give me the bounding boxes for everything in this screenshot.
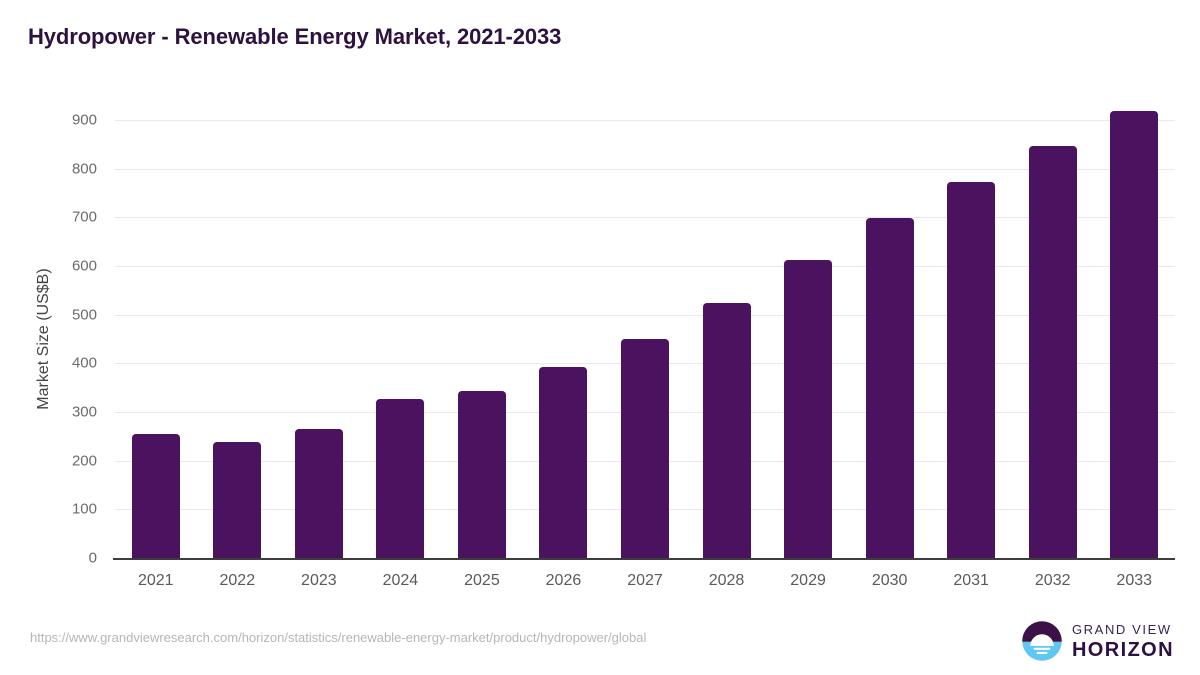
- x-axis-tick-label: 2030: [871, 572, 908, 589]
- y-axis-tick-label: 200: [71, 452, 97, 470]
- x-axis-tick-label: 2022: [219, 572, 256, 589]
- y-axis-tick-label: 800: [71, 160, 97, 178]
- x-axis-tick-label: 2024: [382, 572, 419, 589]
- x-axis-tick-label: 2028: [708, 572, 745, 589]
- gridline: [115, 120, 1175, 121]
- x-axis-tick-label: 2025: [464, 572, 500, 589]
- bar[interactable]: [784, 260, 833, 558]
- y-axis-tick-label: 900: [71, 111, 97, 129]
- gridline: [115, 314, 1175, 316]
- bar[interactable]: [131, 433, 180, 558]
- bar[interactable]: [294, 429, 343, 558]
- y-axis-title-container: Market Size (US$B): [35, 120, 56, 558]
- bar[interactable]: [213, 441, 262, 558]
- bar[interactable]: [702, 303, 751, 558]
- grand-view-horizon-logo[interactable]: GRAND VIEW HORIZON: [1021, 620, 1174, 662]
- source-url[interactable]: https://www.grandviewresearch.com/horizo…: [30, 630, 647, 645]
- logo-text: GRAND VIEW HORIZON: [1072, 623, 1174, 660]
- x-axis-line: [113, 558, 1175, 560]
- y-axis-tick-label: 100: [71, 500, 97, 518]
- x-axis-tick-label: 2031: [953, 572, 989, 589]
- logo-line-grand-view: GRAND VIEW: [1071, 621, 1172, 637]
- bar[interactable]: [621, 338, 669, 558]
- x-axis-tick-label: 2033: [1116, 572, 1153, 589]
- y-axis-tick-label: 600: [71, 257, 97, 275]
- plot-area: [115, 111, 1175, 559]
- gridline: [115, 168, 1175, 170]
- horizon-circle-icon: [1022, 621, 1062, 661]
- bar[interactable]: [1110, 111, 1159, 558]
- gridline: [115, 217, 1175, 219]
- x-axis-tick-label: 2023: [301, 572, 337, 589]
- x-axis-tick-label: 2027: [627, 572, 663, 589]
- y-axis-tick-label: 400: [71, 354, 97, 372]
- x-axis-tick-label: 2029: [790, 572, 826, 589]
- bar[interactable]: [539, 367, 588, 558]
- gridline: [115, 266, 1175, 267]
- y-axis-tick-label: 0: [88, 549, 97, 567]
- y-axis-title: Market Size (US$B): [35, 268, 52, 410]
- bar[interactable]: [865, 218, 914, 558]
- x-axis-tick-label: 2021: [137, 572, 174, 589]
- y-axis-tick-label: 300: [71, 403, 97, 421]
- x-axis-tick-label: 2026: [545, 572, 582, 589]
- bar[interactable]: [376, 398, 425, 558]
- bar[interactable]: [947, 182, 996, 558]
- logo-line-horizon: HORIZON: [1071, 638, 1174, 661]
- page-title: Hydropower - Renewable Energy Market, 20…: [28, 24, 562, 49]
- bar[interactable]: [457, 391, 506, 558]
- y-axis-tick-label: 500: [71, 306, 97, 324]
- x-axis-tick-label: 2032: [1034, 572, 1071, 589]
- bar[interactable]: [1028, 146, 1077, 558]
- y-axis-tick-label: 700: [71, 208, 97, 226]
